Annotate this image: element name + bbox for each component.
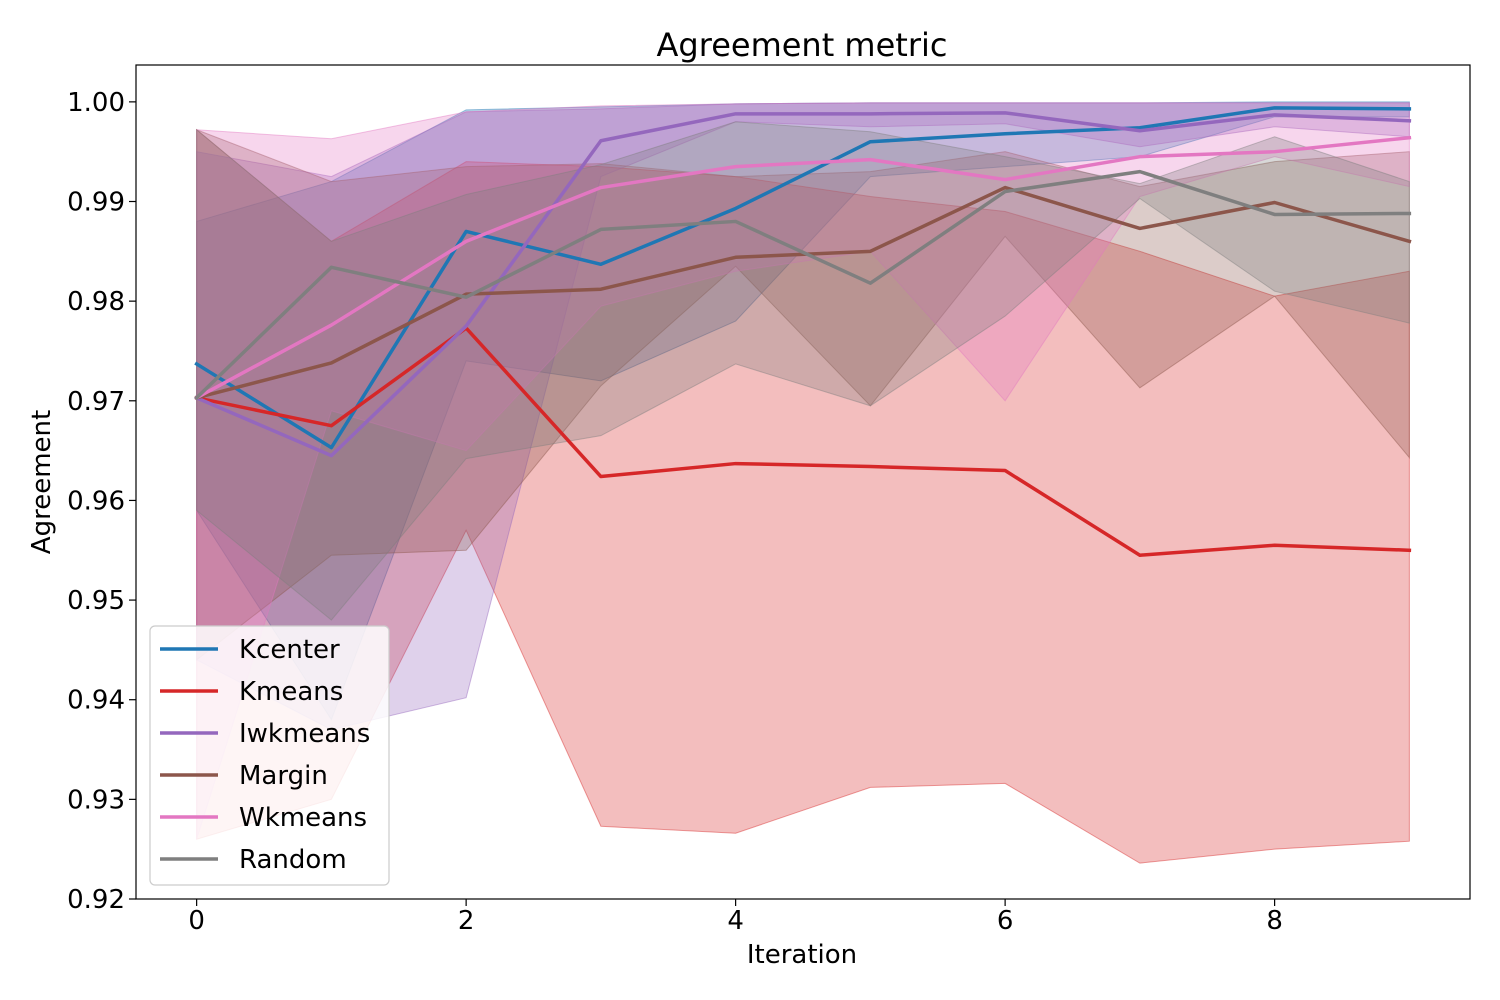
x-tick-label: 4 xyxy=(727,906,744,936)
y-tick-label: 1.00 xyxy=(67,88,125,118)
band-margin xyxy=(196,129,1410,661)
x-tick-label: 6 xyxy=(997,906,1014,936)
y-tick-label: 0.92 xyxy=(67,885,125,915)
legend-label-random: Random xyxy=(239,845,347,875)
chart-title: Agreement metric xyxy=(657,26,948,64)
y-tick-label: 0.99 xyxy=(67,188,125,218)
y-tick-label: 0.97 xyxy=(67,387,125,417)
y-tick-label: 0.94 xyxy=(67,686,125,716)
line-margin xyxy=(194,185,1412,400)
legend-label-margin: Margin xyxy=(239,761,328,791)
x-tick-label: 8 xyxy=(1266,906,1283,936)
legend: Kcenter Kmeans Iwkmeans Margin Wkmeans Random xyxy=(149,625,390,886)
line-random xyxy=(194,169,1412,401)
x-axis-ticks: 0 2 4 6 8 xyxy=(188,899,1283,936)
line-iwkmeans xyxy=(194,111,1412,458)
y-tick-label: 0.95 xyxy=(67,586,125,616)
x-axis-title: Iteration xyxy=(747,940,857,970)
line-kmeans xyxy=(194,326,1412,557)
legend-label-wkmeans: Wkmeans xyxy=(239,803,367,833)
plot-frame xyxy=(135,64,1471,900)
band-wkmeans xyxy=(196,102,1410,840)
y-tick-label: 0.93 xyxy=(67,785,125,815)
legend-label-kcenter: Kcenter xyxy=(239,635,340,665)
band-kcenter xyxy=(196,101,1410,721)
y-axis-title: Agreement xyxy=(27,410,57,554)
line-kcenter xyxy=(194,106,1412,450)
x-tick-label: 0 xyxy=(188,906,205,936)
x-tick-label: 2 xyxy=(458,906,475,936)
series-lines xyxy=(194,106,1412,557)
band-kmeans xyxy=(196,128,1410,864)
confidence-bands xyxy=(196,101,1410,864)
legend-label-kmeans: Kmeans xyxy=(239,677,343,707)
legend-label-iwkmeans: Iwkmeans xyxy=(239,719,370,749)
y-axis-ticks: 0.92 0.93 0.94 0.95 0.96 0.97 0.98 0.99 1.00 xyxy=(67,88,136,915)
y-tick-label: 0.96 xyxy=(67,486,125,516)
y-tick-label: 0.98 xyxy=(67,287,125,317)
band-random xyxy=(196,121,1410,621)
